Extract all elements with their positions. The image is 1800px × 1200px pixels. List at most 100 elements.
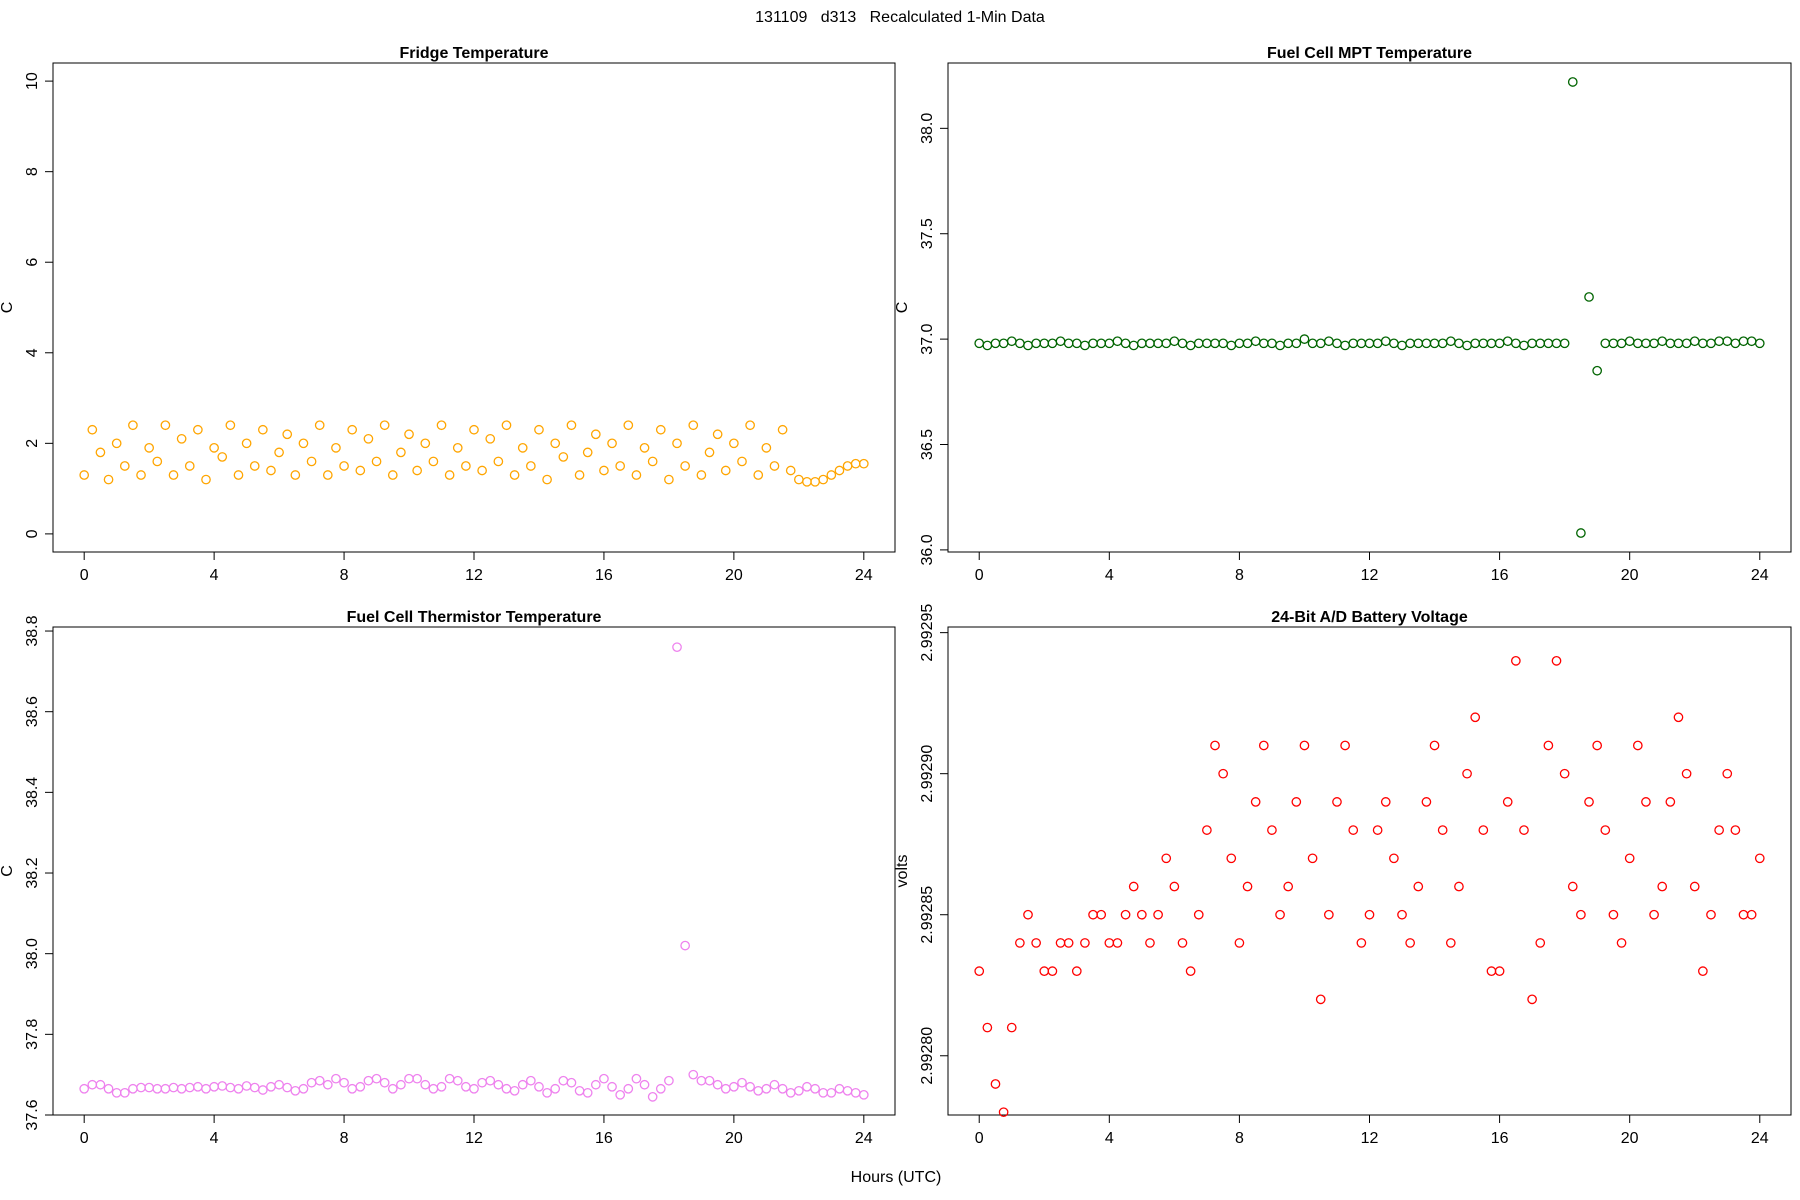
panel-title: 24-Bit A/D Battery Voltage — [1271, 609, 1468, 626]
data-point — [266, 465, 276, 476]
data-point — [144, 1082, 155, 1093]
data-point — [1478, 825, 1489, 835]
data-point — [655, 424, 666, 435]
data-point — [590, 1079, 601, 1090]
data-point — [1665, 797, 1676, 807]
x-tick-label: 4 — [1105, 1130, 1114, 1147]
data-point — [704, 447, 715, 458]
data-point — [331, 1073, 341, 1084]
data-point — [1299, 740, 1310, 751]
data-point — [680, 940, 690, 951]
data-point — [1340, 340, 1350, 351]
panel: 24-Bit A/D Battery Voltage volts 0 4 8 12 16 20… — [894, 604, 1792, 1147]
data-point — [1641, 338, 1651, 349]
data-point — [258, 424, 268, 435]
data-point — [982, 340, 993, 351]
x-tick-label: 0 — [80, 1130, 89, 1147]
data-point — [184, 1082, 195, 1093]
data-point — [826, 470, 837, 480]
data-point — [1023, 909, 1033, 920]
data-point — [79, 1083, 90, 1094]
data-point — [858, 1089, 869, 1100]
x-tick-label: 0 — [975, 567, 984, 584]
data-point — [534, 424, 544, 435]
data-point — [858, 458, 869, 469]
y-tick-label: 37.0 — [919, 323, 936, 354]
x-tick-label: 8 — [340, 567, 349, 584]
panel-title: Fuel Cell Thermistor Temperature — [347, 609, 602, 626]
y-tick-label: 2 — [24, 439, 41, 448]
data-point — [834, 465, 845, 476]
data-point — [1039, 338, 1050, 349]
y-tick-label: 38.6 — [24, 696, 41, 727]
data-point — [1649, 909, 1659, 920]
data-point — [1397, 909, 1407, 920]
data-point — [258, 1085, 268, 1095]
data-point — [1616, 338, 1627, 349]
data-point — [128, 1083, 138, 1094]
data-point — [1039, 966, 1050, 976]
data-point — [1234, 938, 1245, 948]
data-point — [1047, 338, 1058, 349]
data-point — [769, 1079, 780, 1090]
data-point — [1551, 655, 1562, 666]
data-point — [176, 433, 187, 444]
data-point — [1088, 338, 1098, 349]
x-tick-label: 12 — [465, 567, 483, 584]
data-point — [672, 438, 682, 449]
data-point — [647, 456, 658, 467]
panel-title: Fuel Cell MPT Temperature — [1267, 45, 1472, 62]
x-tick-label: 20 — [1621, 1130, 1639, 1147]
data-point — [1421, 338, 1432, 349]
data-point — [1193, 909, 1204, 920]
data-point — [623, 1083, 634, 1094]
x-tick-label: 12 — [1361, 1130, 1379, 1147]
data-point — [1519, 340, 1529, 351]
data-point — [282, 1082, 293, 1093]
data-point — [1291, 338, 1302, 349]
x-tick-label: 12 — [1361, 567, 1379, 584]
data-point — [1470, 712, 1481, 723]
figure-title: 131109 d313 Recalculated 1-Min Data — [755, 9, 1045, 26]
data-point — [477, 465, 487, 476]
x-tick-label: 12 — [465, 1130, 483, 1147]
data-point — [1088, 909, 1098, 920]
data-point — [1437, 825, 1448, 835]
y-tick-label: 38.4 — [24, 777, 41, 808]
data-point — [1242, 338, 1253, 349]
data-point — [225, 420, 236, 431]
data-point — [1185, 340, 1196, 351]
data-point — [1307, 853, 1318, 864]
data-point — [1267, 338, 1277, 349]
data-point — [1153, 338, 1163, 349]
data-point — [1673, 338, 1684, 349]
x-tick-label: 16 — [595, 567, 613, 584]
data-point — [136, 470, 146, 480]
data-point — [998, 338, 1009, 349]
data-point — [95, 1079, 106, 1090]
data-point — [761, 1083, 772, 1094]
data-point — [1559, 768, 1570, 779]
data-point — [1226, 340, 1237, 351]
data-point — [119, 1087, 130, 1098]
data-point — [1437, 338, 1448, 349]
x-tick-label: 24 — [1751, 1130, 1769, 1147]
data-point — [1592, 740, 1603, 751]
data-point — [680, 461, 690, 471]
data-point — [1136, 338, 1147, 349]
data-point — [461, 461, 471, 471]
x-tick-label: 16 — [595, 1130, 613, 1147]
x-tick-label: 24 — [1751, 567, 1769, 584]
data-point — [1746, 909, 1757, 920]
data-point — [1494, 338, 1505, 349]
data-point — [501, 1083, 512, 1094]
data-point — [241, 1081, 252, 1091]
data-point — [160, 1083, 171, 1094]
y-tick-label: 8 — [24, 167, 41, 176]
data-point — [1478, 338, 1489, 349]
data-point — [785, 1087, 796, 1098]
data-point — [1657, 881, 1668, 892]
data-point — [201, 474, 211, 485]
data-point — [233, 1083, 244, 1094]
data-point — [1364, 909, 1375, 920]
